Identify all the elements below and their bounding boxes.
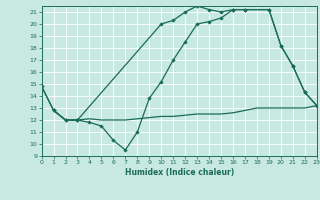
X-axis label: Humidex (Indice chaleur): Humidex (Indice chaleur): [124, 168, 234, 177]
